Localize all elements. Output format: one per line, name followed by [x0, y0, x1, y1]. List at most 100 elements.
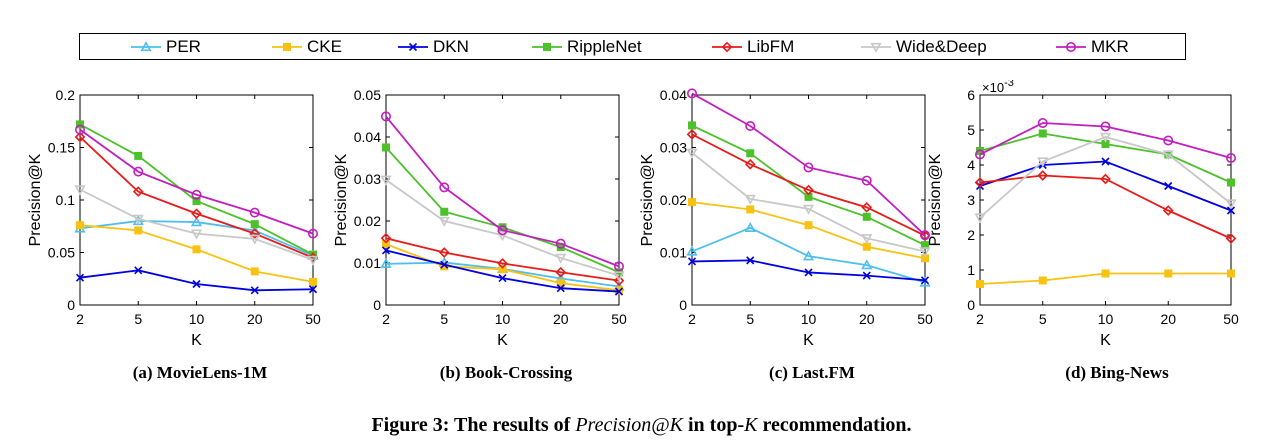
figure-caption-k: K — [744, 414, 758, 436]
data-point-dkn — [1226, 206, 1236, 215]
legend-item-widedeep: Wide&Deep — [859, 37, 987, 57]
legend-symbol-mkr — [1066, 42, 1076, 52]
data-point-widedeep — [802, 204, 815, 215]
x-tick-label: 50 — [611, 311, 627, 327]
data-point-cke — [1164, 269, 1173, 278]
series-line-libfm — [79, 136, 314, 259]
data-point-ripplenet — [746, 149, 755, 158]
legend-label-cke: CKE — [307, 37, 342, 56]
data-point-libfm — [132, 186, 144, 197]
data-point-cke — [134, 226, 143, 235]
legend-item-libfm: LibFM — [710, 37, 794, 57]
data-point-mkr — [919, 230, 930, 241]
x-tick-label: 2 — [976, 311, 984, 327]
series-per — [686, 221, 931, 287]
data-point-mkr — [613, 261, 624, 272]
data-point-mkr — [745, 120, 756, 131]
y-tick-label: 0.02 — [354, 213, 381, 229]
y-tick-label: 1 — [967, 262, 975, 278]
data-point-dkn — [687, 257, 697, 266]
data-point-per — [861, 259, 873, 270]
caption-lastfm: (c) Last.FM — [769, 363, 855, 382]
series-widedeep — [686, 148, 931, 258]
x-tick-label: 50 — [917, 311, 933, 327]
series-line-dkn — [79, 269, 314, 292]
legend-marker-dkn-icon — [398, 42, 428, 52]
data-point-ripplenet — [134, 151, 143, 160]
x-tick-label: 20 — [859, 311, 875, 327]
x-tick-label: 10 — [189, 311, 205, 327]
data-point-cke — [976, 280, 985, 289]
figure-caption: Figure 3: The results of Precision@K in … — [0, 414, 1283, 437]
y-tick-label: 0 — [373, 297, 381, 313]
data-point-widedeep — [1037, 157, 1049, 168]
legend-item-per: PER — [129, 37, 201, 57]
y-tick-label: 0.03 — [354, 171, 381, 187]
series-cke — [382, 240, 623, 295]
y-tick-label: 0 — [967, 297, 975, 313]
data-point-widedeep — [132, 214, 144, 225]
y-tick-label: 0.01 — [354, 255, 381, 271]
chart-bingnews-svg: 0 1 2 3 4 5 6 2 5 10 20 50 K Precision@K ×10-3 — [927, 77, 1239, 349]
y-exponent-label: ×10-3 — [982, 80, 1014, 95]
figure-caption-metric: Precision@K — [575, 414, 683, 436]
x-tick-label: 2 — [382, 311, 390, 327]
data-point-widedeep — [613, 271, 625, 282]
y-tick-label: 4 — [967, 157, 975, 173]
data-point-mkr — [555, 238, 566, 249]
series-mkr — [686, 88, 930, 241]
data-point-libfm — [555, 266, 567, 278]
data-point-widedeep — [74, 185, 86, 196]
series-line-widedeep — [79, 188, 314, 261]
y-tick-label: 6 — [967, 87, 975, 103]
data-point-mkr — [133, 166, 144, 177]
data-point-libfm — [380, 232, 392, 244]
x-axis-label: K — [1100, 332, 1111, 349]
data-point-dkn — [440, 260, 449, 269]
series-dkn — [75, 266, 318, 295]
data-point-cke — [804, 221, 813, 230]
data-point-per — [686, 245, 698, 256]
data-point-cke — [382, 240, 391, 249]
data-point-widedeep — [919, 247, 931, 258]
data-point-mkr — [75, 124, 86, 135]
series-libfm — [380, 232, 625, 286]
x-tick-label: 2 — [76, 311, 84, 327]
legend-marker-libfm-icon — [712, 41, 742, 53]
figure-caption-prefix: Figure 3: The results of — [371, 414, 576, 436]
series-line-dkn — [979, 160, 1232, 212]
x-tick-label: 10 — [801, 311, 817, 327]
series-line-mkr — [979, 122, 1232, 159]
series-libfm — [974, 170, 1237, 244]
series-cke — [688, 198, 929, 263]
y-tick-label: 0 — [679, 297, 687, 313]
x-tick-label: 5 — [440, 311, 448, 327]
y-tick-label: 2 — [967, 227, 975, 243]
chart-bingnews: 0 1 2 3 4 5 6 2 5 10 20 50 K Precision@K ×10-3 — [910, 77, 1250, 355]
y-tick-label: 3 — [967, 192, 975, 208]
data-point-mkr — [1163, 135, 1174, 146]
data-point-libfm — [497, 258, 508, 269]
data-point-widedeep — [744, 194, 756, 205]
legend-item-dkn: DKN — [396, 37, 469, 57]
series-mkr — [75, 124, 318, 239]
data-point-per — [802, 250, 815, 261]
data-point-cke — [746, 205, 755, 214]
data-point-widedeep — [555, 253, 567, 264]
series-line-widedeep — [979, 136, 1232, 219]
data-point-mkr — [1037, 117, 1048, 128]
data-point-dkn — [614, 287, 624, 296]
legend-label-mkr: MKR — [1091, 37, 1129, 56]
data-point-cke — [440, 262, 449, 271]
data-point-per — [380, 257, 392, 268]
legend-symbol-libfm — [721, 41, 733, 53]
chart-movielens: 0 0.05 0.1 0.15 0.2 2 5 10 20 50 K Precision@K — [10, 80, 330, 355]
series-line-widedeep — [385, 179, 620, 277]
legend-item-cke: CKE — [270, 37, 342, 57]
legend-symbol-dkn — [408, 42, 418, 52]
data-point-widedeep — [307, 255, 319, 266]
series-libfm — [74, 131, 319, 264]
series-line-mkr — [691, 92, 926, 236]
data-point-per — [190, 216, 203, 227]
x-tick-label: 2 — [688, 311, 696, 327]
